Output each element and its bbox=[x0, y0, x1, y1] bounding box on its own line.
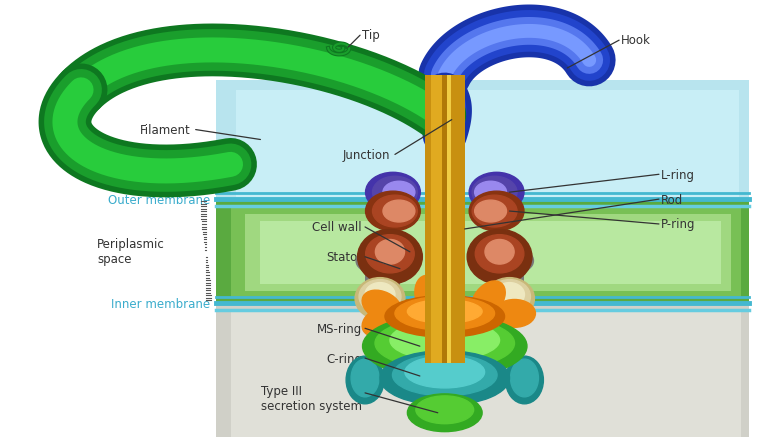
Text: Hook: Hook bbox=[621, 34, 651, 46]
Polygon shape bbox=[215, 81, 749, 205]
Ellipse shape bbox=[372, 196, 418, 227]
Polygon shape bbox=[442, 76, 448, 363]
Ellipse shape bbox=[362, 306, 402, 337]
Ellipse shape bbox=[365, 235, 414, 273]
Ellipse shape bbox=[511, 359, 538, 397]
Ellipse shape bbox=[375, 240, 405, 265]
Polygon shape bbox=[246, 215, 731, 291]
Text: Tip: Tip bbox=[362, 28, 380, 42]
Ellipse shape bbox=[380, 351, 509, 406]
Text: L-ring: L-ring bbox=[661, 168, 695, 181]
Ellipse shape bbox=[467, 230, 532, 284]
Ellipse shape bbox=[359, 280, 401, 314]
Ellipse shape bbox=[485, 240, 514, 265]
Ellipse shape bbox=[355, 278, 405, 320]
Ellipse shape bbox=[469, 173, 524, 212]
Ellipse shape bbox=[481, 250, 509, 272]
Ellipse shape bbox=[472, 196, 517, 227]
Ellipse shape bbox=[506, 356, 543, 404]
Ellipse shape bbox=[346, 356, 384, 404]
Polygon shape bbox=[424, 76, 431, 363]
Ellipse shape bbox=[365, 173, 421, 212]
Text: P-ring: P-ring bbox=[661, 218, 695, 231]
Polygon shape bbox=[230, 208, 741, 299]
Ellipse shape bbox=[415, 276, 443, 317]
Ellipse shape bbox=[393, 354, 497, 396]
Ellipse shape bbox=[356, 250, 384, 272]
Ellipse shape bbox=[383, 182, 415, 204]
Ellipse shape bbox=[362, 314, 527, 378]
Polygon shape bbox=[215, 200, 749, 309]
Ellipse shape bbox=[360, 251, 380, 267]
Text: Inner membrane: Inner membrane bbox=[111, 297, 211, 310]
Ellipse shape bbox=[407, 300, 482, 324]
Text: MS-ring: MS-ring bbox=[317, 322, 362, 335]
Polygon shape bbox=[440, 76, 449, 363]
Ellipse shape bbox=[407, 394, 482, 432]
Ellipse shape bbox=[415, 311, 443, 352]
Text: Type III
secretion system: Type III secretion system bbox=[261, 384, 362, 412]
Ellipse shape bbox=[362, 290, 402, 321]
Ellipse shape bbox=[375, 318, 515, 369]
Text: Outer membrane: Outer membrane bbox=[108, 193, 211, 206]
Ellipse shape bbox=[385, 251, 405, 267]
Ellipse shape bbox=[383, 201, 415, 223]
Ellipse shape bbox=[390, 321, 500, 360]
Polygon shape bbox=[236, 91, 739, 198]
Ellipse shape bbox=[381, 250, 409, 272]
Ellipse shape bbox=[469, 192, 524, 231]
Polygon shape bbox=[424, 76, 431, 363]
Ellipse shape bbox=[358, 230, 422, 284]
Ellipse shape bbox=[475, 201, 506, 223]
Ellipse shape bbox=[484, 278, 534, 320]
Ellipse shape bbox=[494, 283, 525, 307]
Ellipse shape bbox=[484, 251, 505, 267]
Ellipse shape bbox=[416, 396, 474, 424]
Polygon shape bbox=[424, 76, 465, 363]
Ellipse shape bbox=[351, 359, 379, 397]
Text: Filament: Filament bbox=[140, 124, 191, 137]
Ellipse shape bbox=[472, 177, 517, 208]
Ellipse shape bbox=[475, 235, 524, 273]
Text: Cell wall: Cell wall bbox=[312, 221, 362, 234]
Text: Periplasmic
space: Periplasmic space bbox=[97, 237, 164, 265]
Polygon shape bbox=[215, 304, 749, 437]
Polygon shape bbox=[490, 264, 500, 294]
Ellipse shape bbox=[365, 283, 395, 307]
Polygon shape bbox=[442, 76, 446, 363]
Ellipse shape bbox=[509, 251, 529, 267]
Polygon shape bbox=[261, 222, 721, 284]
Polygon shape bbox=[424, 76, 465, 363]
Ellipse shape bbox=[385, 296, 505, 337]
Text: Rod: Rod bbox=[661, 193, 683, 206]
Polygon shape bbox=[515, 264, 525, 294]
Ellipse shape bbox=[489, 280, 531, 314]
Text: Junction: Junction bbox=[343, 148, 390, 162]
Ellipse shape bbox=[506, 250, 534, 272]
Polygon shape bbox=[390, 264, 400, 294]
Ellipse shape bbox=[405, 356, 484, 388]
Text: Stator: Stator bbox=[326, 251, 362, 264]
Ellipse shape bbox=[493, 300, 535, 328]
Polygon shape bbox=[442, 76, 451, 363]
Ellipse shape bbox=[471, 281, 506, 318]
Polygon shape bbox=[365, 264, 375, 294]
Ellipse shape bbox=[365, 192, 421, 231]
Text: C-ring: C-ring bbox=[326, 352, 362, 365]
Ellipse shape bbox=[475, 182, 506, 204]
Ellipse shape bbox=[372, 177, 418, 208]
Polygon shape bbox=[449, 76, 465, 363]
Ellipse shape bbox=[471, 309, 506, 346]
Ellipse shape bbox=[395, 297, 494, 331]
Polygon shape bbox=[230, 312, 741, 437]
